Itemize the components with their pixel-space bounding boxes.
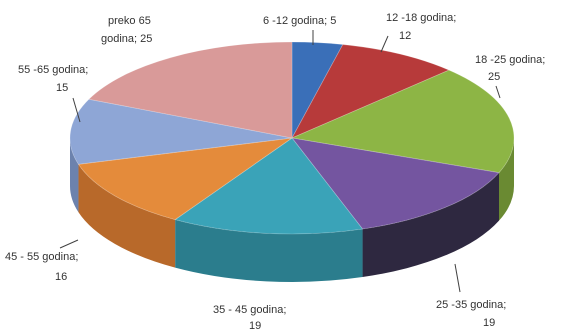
- label-leader-45-55: [59, 239, 79, 249]
- pie-slice-45-55-godina: [77, 137, 293, 221]
- data-label-25-35-line2: 19: [483, 317, 495, 329]
- data-label-preko-65-line2: godina; 25: [101, 33, 152, 45]
- pie-slice-55-65-godina: [69, 98, 293, 165]
- pie-slice-25-35-godina: [291, 137, 500, 230]
- data-label-55-65: 55 -65 godina; 15: [18, 64, 91, 94]
- data-label-35-45: 35 - 45 godina; 19: [213, 304, 289, 331]
- data-label-45-55-line1: 45 - 55 godina;: [5, 251, 78, 263]
- pie-side-35-45-godina: [175, 219, 363, 282]
- data-label-12-18-line2: 12: [399, 30, 411, 42]
- pie-slice-6-12-godina: [291, 41, 344, 139]
- data-label-6-12: 6 -12 godina; 5: [263, 15, 336, 27]
- data-label-55-65-line2: 15: [56, 82, 68, 94]
- pie-side-45-55-godina: [78, 164, 176, 268]
- label-leader-55-65: [72, 97, 81, 123]
- data-label-preko-65-line1: preko 65: [108, 15, 151, 27]
- label-leader-25-35: [454, 263, 461, 293]
- data-label-12-18-line1: 12 -18 godina;: [386, 12, 456, 24]
- data-label-55-65-line1: 55 -65 godina;: [18, 64, 88, 76]
- label-leader-lines: [59, 30, 501, 293]
- data-label-25-35-line1: 25 -35 godina;: [436, 299, 506, 311]
- pie-3d-sides: [70, 138, 514, 282]
- data-label-25-35: 25 -35 godina; 19: [436, 299, 509, 329]
- pie-slice-preko-65-godina: [88, 41, 293, 139]
- pie-side-25-35-godina: [362, 172, 500, 278]
- data-label-preko-65: preko 65 godina; 25: [101, 15, 154, 45]
- data-label-18-25-line2: 25: [488, 71, 500, 83]
- data-label-45-55: 45 - 55 godina; 16: [5, 251, 81, 283]
- data-label-18-25: 18 -25 godina; 25: [475, 54, 548, 83]
- pie-slice-35-45-godina: [174, 137, 364, 235]
- data-label-45-55-line2: 16: [55, 271, 67, 283]
- data-label-35-45-line2: 19: [249, 320, 261, 331]
- data-label-6-12-line1: 6 -12 godina; 5: [263, 15, 336, 27]
- pie-slice-18-25-godina: [290, 69, 515, 174]
- label-leader-18-25: [495, 85, 501, 99]
- label-leader-12-18: [380, 35, 389, 53]
- data-label-18-25-line1: 18 -25 godina;: [475, 54, 545, 66]
- pie-side-55-65-godina: [70, 138, 79, 213]
- pie-slice-12-18-godina: [291, 44, 450, 139]
- data-label-35-45-line1: 35 - 45 godina;: [213, 304, 286, 316]
- pie-side-18-25-godina: [499, 138, 514, 221]
- data-label-12-18: 12 -18 godina; 12: [386, 12, 459, 42]
- pie-slices: [69, 41, 515, 235]
